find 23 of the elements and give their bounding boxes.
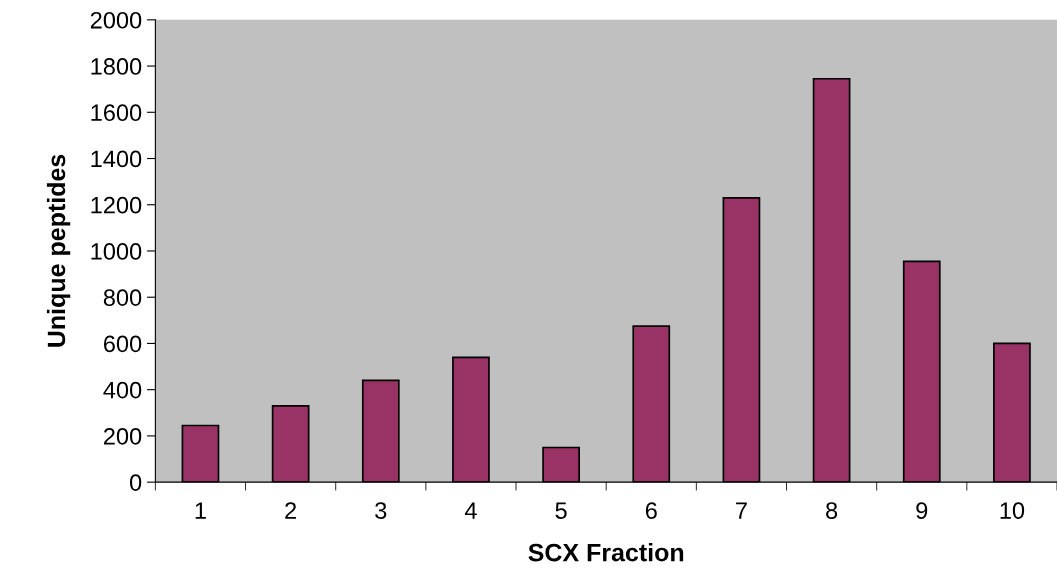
y-tick-label: 0 [129, 474, 142, 491]
x-tick-label: 3 [375, 502, 387, 519]
y-tick-label: 2000 [90, 11, 142, 29]
y-tick-label: 1600 [91, 104, 142, 122]
x-tick-label: 1 [195, 502, 206, 519]
x-tick-label: 8 [826, 502, 838, 519]
x-tick-label: 6 [645, 502, 657, 519]
y-axis-title: Unique peptides [46, 154, 71, 347]
x-tick-label: 2 [285, 502, 296, 519]
y-tick-label: 1400 [91, 150, 142, 168]
x-tick-label: 9 [916, 502, 928, 519]
x-tick-label: 7 [736, 502, 747, 519]
y-tick-label: 400 [103, 381, 142, 399]
y-tick-label: 200 [103, 427, 142, 445]
x-axis-title: SCX Fraction [528, 543, 684, 562]
y-tick-label: 800 [103, 289, 142, 306]
y-tick-label: 1800 [91, 58, 142, 75]
x-tick-label: 4 [464, 502, 477, 519]
x-tick-label: 10 [1000, 502, 1025, 519]
x-tick-label: 5 [555, 502, 567, 519]
y-tick-label: 600 [103, 335, 142, 353]
y-tick-label: 1200 [91, 196, 142, 214]
y-tick-label: 1000 [91, 243, 142, 260]
